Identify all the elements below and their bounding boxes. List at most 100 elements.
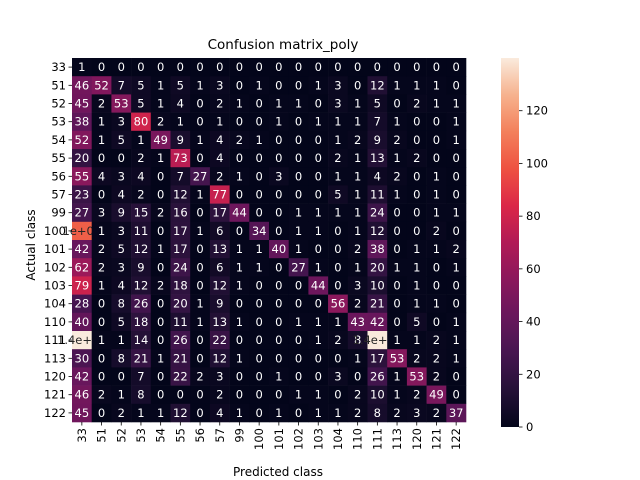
cell-value-label: 5 bbox=[118, 242, 125, 256]
heatmap-cell bbox=[367, 312, 388, 332]
heatmap-cell bbox=[209, 312, 230, 332]
heatmap-cell bbox=[170, 185, 191, 204]
heatmap-cell bbox=[406, 221, 427, 241]
heatmap-cell bbox=[150, 331, 171, 350]
heatmap-cell bbox=[426, 312, 447, 332]
heatmap-cell bbox=[308, 185, 329, 204]
heatmap-cell bbox=[308, 331, 329, 350]
y-axis-label: Actual class bbox=[24, 209, 38, 280]
cell-value-label: 1 bbox=[433, 206, 440, 220]
heatmap-cell bbox=[328, 185, 349, 204]
cell-value-label: 0 bbox=[98, 406, 105, 420]
cell-value-label: 2 bbox=[354, 297, 361, 311]
cell-value-label: 0 bbox=[452, 188, 459, 202]
cell-value-label: 38 bbox=[75, 115, 90, 129]
cell-value-label: 0 bbox=[393, 242, 400, 256]
cell-value-label: 53 bbox=[409, 370, 424, 384]
heatmap-cell bbox=[347, 130, 368, 150]
heatmap-cell bbox=[387, 403, 408, 423]
heatmap-cell bbox=[72, 403, 92, 423]
heatmap-cell bbox=[406, 331, 427, 350]
heatmap-cell bbox=[367, 349, 388, 368]
heatmap-cell bbox=[387, 312, 408, 332]
cell-value-label: 1 bbox=[275, 406, 282, 420]
heatmap-cell bbox=[406, 167, 427, 186]
x-tick-label: 100 bbox=[252, 428, 266, 450]
cell-value-label: 0 bbox=[98, 188, 105, 202]
heatmap-cell bbox=[72, 58, 92, 77]
heatmap-cell bbox=[426, 331, 447, 350]
cell-value-label: 0 bbox=[98, 60, 105, 74]
cell-value-label: 21 bbox=[134, 351, 149, 365]
heatmap-cell bbox=[406, 385, 427, 405]
heatmap-cell bbox=[387, 367, 408, 386]
heatmap-cells: 1 0 0 0 0 0 0 0 0 0 0 0 0 0 0 0 0 0 0 046 52 7 5 1 5 1 3 0 1 0 0 1 3 0 12 1… bbox=[57, 58, 467, 423]
heatmap-cell bbox=[308, 403, 329, 423]
cell-value-label: 13 bbox=[370, 151, 385, 165]
cell-value-label: 0 bbox=[295, 151, 302, 165]
x-tick-label: 55 bbox=[173, 428, 187, 443]
cell-value-label: 9 bbox=[118, 206, 125, 220]
cell-value-label: 0 bbox=[157, 260, 164, 274]
cell-value-label: 12 bbox=[134, 279, 149, 293]
heatmap-cell bbox=[328, 76, 349, 95]
cell-value-label: 0 bbox=[433, 279, 440, 293]
heatmap-cell bbox=[209, 276, 230, 295]
heatmap-cell bbox=[367, 94, 388, 113]
cell-value-label: 0 bbox=[137, 60, 144, 74]
chart-title: Confusion matrix_poly bbox=[208, 37, 359, 53]
heatmap-cell bbox=[446, 349, 467, 368]
heatmap-cell bbox=[249, 130, 270, 150]
heatmap-cell bbox=[72, 331, 92, 350]
cell-value-label: 1 bbox=[315, 388, 322, 402]
cell-value-label: 0 bbox=[275, 260, 282, 274]
heatmap-cell bbox=[249, 185, 270, 204]
heatmap-cell bbox=[328, 385, 349, 405]
heatmap-cell bbox=[91, 58, 112, 77]
heatmap-cell bbox=[367, 203, 388, 223]
cell-value-label: 2 bbox=[98, 242, 105, 256]
heatmap-cell bbox=[269, 58, 289, 77]
heatmap-cell bbox=[111, 130, 132, 150]
heatmap-cell bbox=[269, 403, 289, 423]
heatmap-cell bbox=[288, 112, 309, 132]
cell-value-label: 23 bbox=[75, 188, 90, 202]
cell-value-label: 1 bbox=[157, 151, 164, 165]
x-axis-label: Predicted class bbox=[233, 465, 323, 479]
cell-value-label: 0 bbox=[157, 224, 164, 238]
x-tick-label: 51 bbox=[95, 428, 109, 443]
cell-value-label: 3 bbox=[354, 279, 361, 293]
cell-value-label: 2 bbox=[334, 151, 341, 165]
heatmap-cell bbox=[190, 76, 211, 95]
heatmap-cell bbox=[170, 258, 191, 277]
x-tick-label: 54 bbox=[154, 428, 168, 443]
y-tick-label: 104 bbox=[44, 297, 66, 311]
cell-value-label: 1 bbox=[433, 297, 440, 311]
y-tick-label: 110 bbox=[44, 315, 66, 329]
cell-value-label: 1 bbox=[236, 406, 243, 420]
heatmap-cell bbox=[387, 58, 408, 77]
heatmap-cell bbox=[347, 385, 368, 405]
cell-value-label: 1 bbox=[433, 97, 440, 111]
heatmap-cell bbox=[367, 294, 388, 314]
heatmap-cell bbox=[190, 94, 211, 113]
heatmap-cell bbox=[406, 312, 427, 332]
cell-value-label: 5 bbox=[118, 315, 125, 329]
cell-value-label: 27 bbox=[193, 169, 208, 183]
heatmap-cell bbox=[426, 221, 447, 241]
heatmap-cell bbox=[347, 58, 368, 77]
heatmap-cell bbox=[150, 276, 171, 295]
cell-value-label: 1 bbox=[393, 260, 400, 274]
heatmap-cell bbox=[209, 185, 230, 204]
cell-value-label: 6 bbox=[216, 260, 223, 274]
cell-value-label: 1 bbox=[157, 351, 164, 365]
cell-value-label: 1 bbox=[196, 188, 203, 202]
cell-value-label: 2 bbox=[354, 388, 361, 402]
cell-value-label: 1 bbox=[137, 406, 144, 420]
cell-value-label: 0 bbox=[433, 133, 440, 147]
heatmap-cell bbox=[229, 349, 250, 368]
heatmap-cell bbox=[72, 149, 92, 168]
cell-value-label: 1 bbox=[78, 60, 85, 74]
heatmap-cell bbox=[328, 94, 349, 113]
heatmap-cell bbox=[190, 58, 211, 77]
